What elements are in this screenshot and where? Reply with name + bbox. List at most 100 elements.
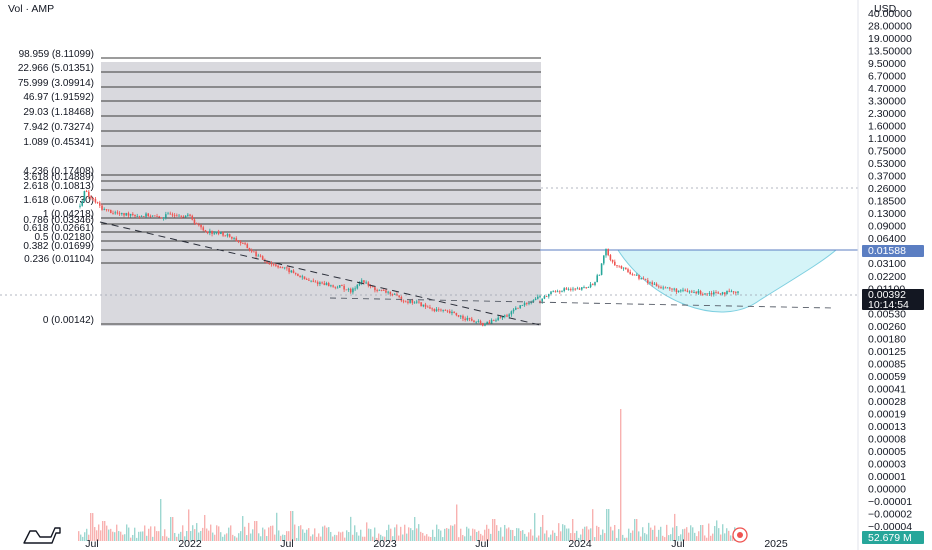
candle-body [715, 292, 717, 294]
volume-bar [556, 536, 558, 541]
volume-bar [170, 517, 172, 541]
candle-body [398, 295, 400, 297]
candle-body [200, 224, 202, 228]
candle-body [539, 296, 541, 298]
volume-bar [174, 532, 176, 541]
trend-lines[interactable] [0, 221, 858, 326]
volume-bar [302, 529, 304, 541]
candle-body [470, 318, 473, 321]
candle-body [189, 214, 191, 216]
volume-bar [142, 531, 144, 541]
candle-body [691, 291, 693, 293]
volume-bar [368, 528, 370, 541]
candle-body [695, 291, 697, 294]
candle-body [459, 315, 462, 317]
volume-bar [564, 525, 566, 541]
fib-level-label: 98.959 (8.11099) [19, 49, 94, 60]
candle-body [169, 213, 172, 215]
candle-body [629, 271, 631, 275]
volume-legend-label: Vol · AMP [8, 3, 54, 15]
volume-bar [612, 530, 614, 541]
candle-body [112, 212, 114, 214]
candle-body [563, 288, 565, 291]
time-tick-label: 2023 [373, 538, 397, 550]
price-tick-label: 1.60000 [868, 121, 906, 133]
volume-bar [716, 520, 718, 541]
volume-bar [202, 527, 204, 541]
volume-bar [712, 533, 714, 541]
volume-bar [180, 531, 182, 541]
price-axis-background [858, 0, 932, 550]
price-tick-label: 0.00008 [868, 433, 906, 445]
fib-retracement[interactable]: 0 (0.00142) 0.236 (0.01104) 0.382 (0.01699… [18, 49, 858, 326]
time-axis[interactable]: Jul 2022 Jul 2023 Jul 2024 Jul 2025 [85, 527, 788, 550]
price-tick-label: 0.00180 [868, 333, 906, 345]
volume-bar [642, 527, 644, 541]
volume-bar [380, 534, 382, 541]
candle-body [180, 215, 183, 217]
candle-body [525, 302, 528, 304]
volume-bar [440, 530, 442, 541]
candle-body [347, 288, 350, 290]
candle-body [316, 282, 319, 285]
volume-bar [458, 537, 460, 541]
volume-bar [94, 527, 96, 541]
volume-bar [204, 514, 206, 541]
candle-body [349, 288, 352, 293]
fib-level-label: 1.618 (0.06730) [23, 195, 94, 206]
volume-bar [186, 531, 188, 541]
volume-bar [362, 536, 364, 541]
candle-body [233, 238, 235, 239]
volume-bar [294, 524, 296, 541]
volume-bar [290, 511, 292, 541]
volume-bar [538, 535, 540, 541]
volume-bar [134, 527, 136, 541]
candle-body [79, 205, 81, 207]
volume-bar [438, 529, 440, 541]
volume-bar [708, 523, 710, 541]
volume-bar [514, 536, 516, 541]
fib-level-label: 46.97 (1.91592) [23, 92, 94, 103]
candle-body [325, 283, 328, 286]
candle-body [352, 288, 354, 293]
candle-body [552, 291, 554, 293]
descending-trendline [99, 221, 541, 326]
volume-bar [262, 527, 264, 541]
candle-body [257, 255, 260, 257]
volume-bar [258, 533, 260, 541]
volume-bar [528, 532, 530, 541]
candle-body [246, 244, 249, 249]
volume-bar [116, 524, 118, 541]
price-axis[interactable]: 40.0000028.0000019.0000013.500009.500006… [857, 0, 932, 550]
tradingview-logo-icon[interactable] [23, 527, 61, 544]
candle-body [178, 215, 180, 217]
volume-bar [636, 519, 638, 541]
volume-bar [98, 524, 100, 541]
candle-body [389, 291, 392, 295]
time-tick-label: 2024 [568, 538, 592, 550]
fib-level-label: 1.089 (0.45341) [23, 137, 94, 148]
volume-bar [476, 531, 478, 541]
time-tick-label: Jul [280, 538, 293, 550]
cup-pattern[interactable] [540, 249, 858, 313]
candle-body [411, 299, 414, 303]
volume-bar [298, 526, 300, 541]
candle-body [481, 322, 484, 326]
volume-bar [326, 527, 328, 541]
volume-bar [206, 528, 208, 541]
fib-level-label: 0.786 (0.03346) [23, 215, 94, 226]
candle-body [576, 288, 579, 290]
volume-bar [512, 530, 514, 541]
candle-body [448, 311, 451, 314]
volume-bar [172, 517, 174, 541]
candle-body [292, 270, 295, 273]
price-candles [79, 189, 739, 327]
volume-bar [484, 529, 486, 541]
volume-bar [184, 536, 186, 541]
volume-bar [148, 528, 150, 541]
candle-body [290, 270, 293, 273]
candle-body [365, 282, 367, 284]
